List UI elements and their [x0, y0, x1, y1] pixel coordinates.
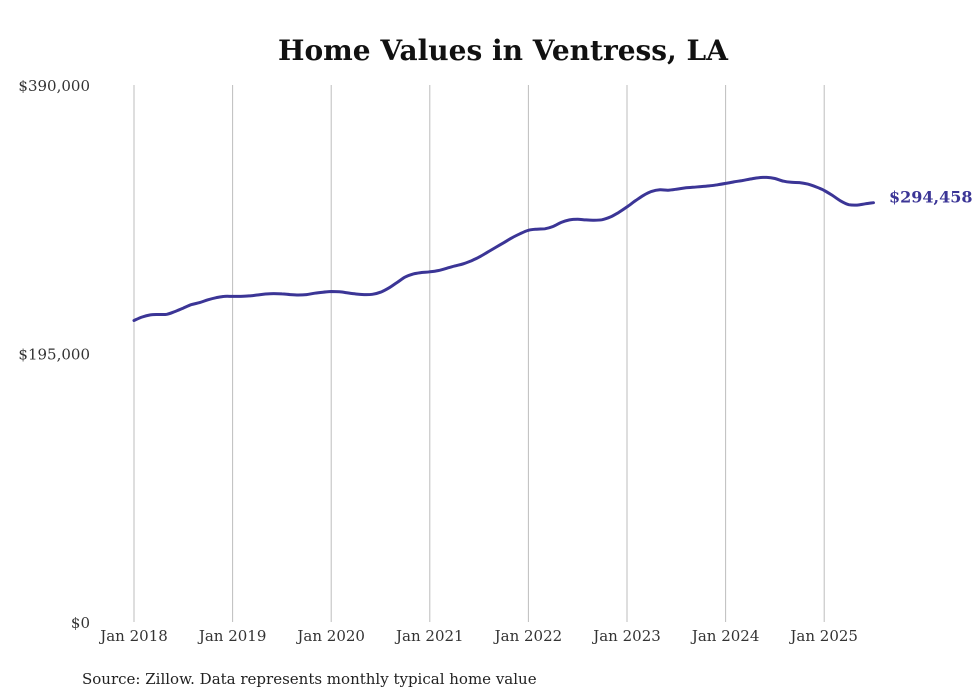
x-axis-ticks: Jan 2018 Jan 2019 Jan 2020 Jan 2021 Jan 2022…	[98, 627, 858, 645]
source-note: Source: Zillow. Data represents monthly …	[82, 670, 537, 688]
x-tick-label: Jan 2022	[493, 627, 563, 645]
x-tick-label: Jan 2023	[591, 627, 661, 645]
y-tick-label: $390,000	[18, 77, 90, 95]
x-tick-label: Jan 2019	[197, 627, 267, 645]
grid-lines	[133, 85, 825, 622]
x-tick-label: Jan 2020	[295, 627, 365, 645]
home-value-line	[132, 175, 875, 322]
chart-title: Home Values in Ventress, LA	[278, 34, 729, 67]
y-tick-label: $0	[71, 614, 90, 632]
latest-value-label: $294,458	[889, 188, 973, 207]
y-tick-label: $195,000	[18, 346, 90, 364]
x-tick-label: Jan 2021	[394, 627, 464, 645]
x-tick-label: Jan 2025	[788, 627, 858, 645]
x-tick-label: Jan 2024	[690, 627, 760, 645]
x-tick-label: Jan 2018	[98, 627, 168, 645]
y-axis-ticks: $0 $195,000 $390,000	[18, 77, 90, 632]
